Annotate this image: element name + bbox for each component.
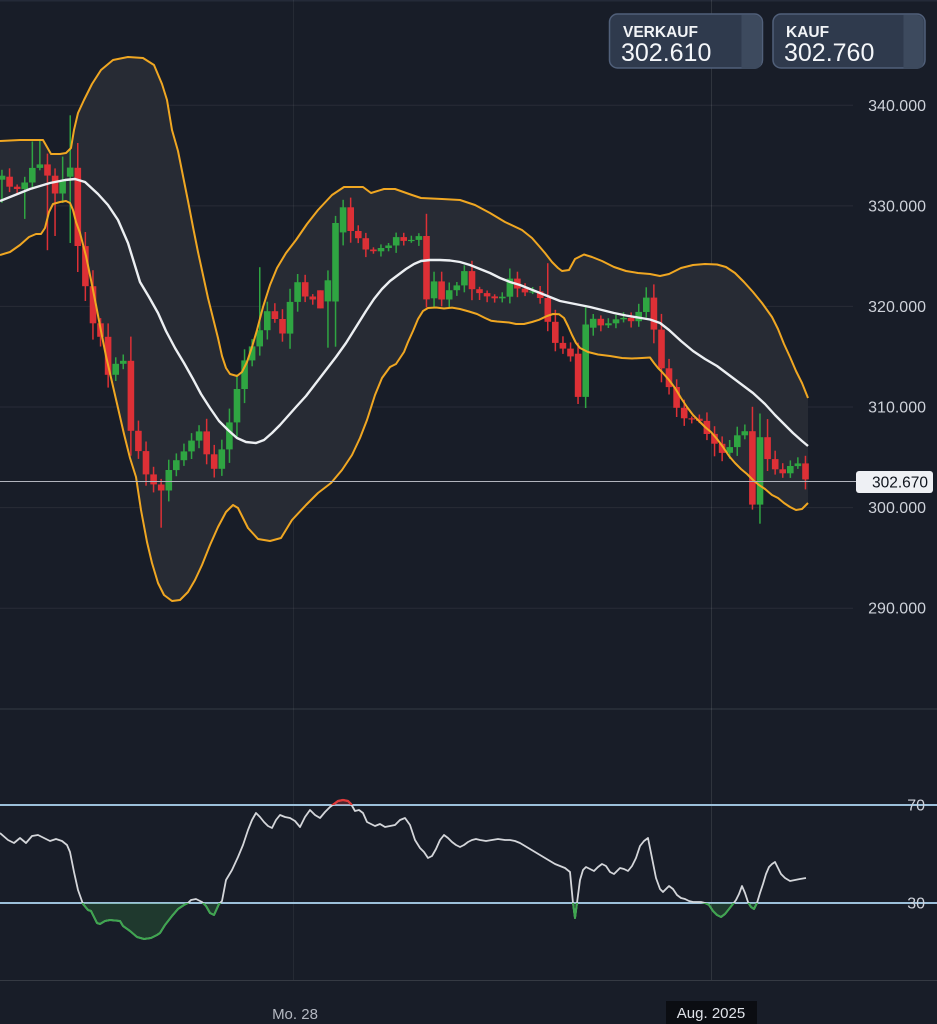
svg-text:290.000: 290.000: [868, 601, 926, 618]
svg-text:310.000: 310.000: [868, 400, 926, 417]
svg-text:330.000: 330.000: [868, 198, 926, 215]
svg-text:Aug. 2025: Aug. 2025: [677, 1005, 745, 1022]
svg-text:VERKAUF: VERKAUF: [623, 24, 698, 41]
svg-text:302.610: 302.610: [621, 39, 711, 67]
svg-text:70: 70: [907, 798, 925, 815]
svg-text:340.000: 340.000: [868, 98, 926, 115]
svg-text:30: 30: [907, 896, 925, 913]
svg-text:320.000: 320.000: [868, 299, 926, 316]
svg-text:300.000: 300.000: [868, 500, 926, 517]
svg-text:302.760: 302.760: [784, 39, 874, 67]
svg-text:KAUF: KAUF: [786, 24, 829, 41]
svg-text:302.670: 302.670: [872, 475, 928, 492]
svg-text:Mo. 28: Mo. 28: [272, 1006, 318, 1023]
